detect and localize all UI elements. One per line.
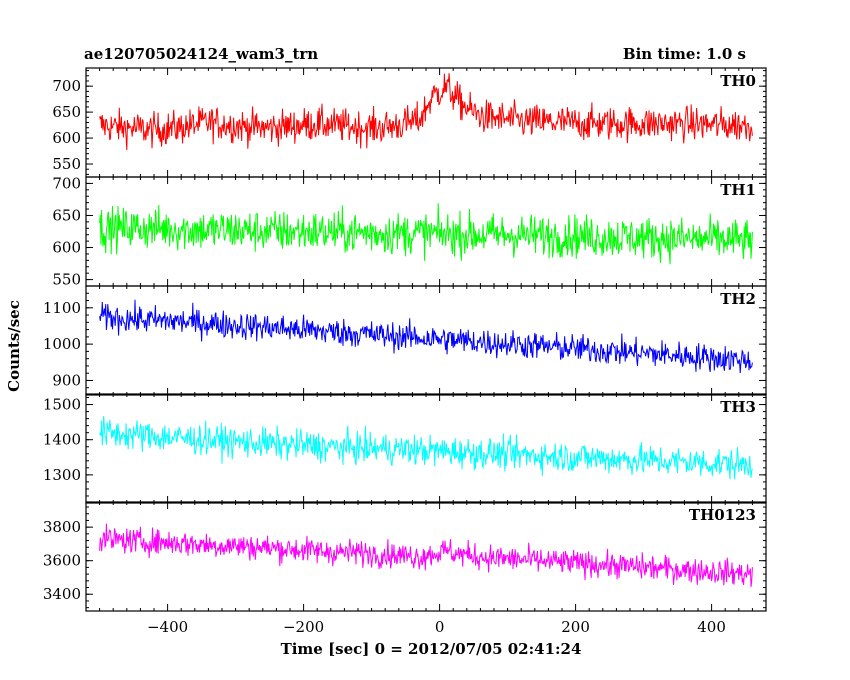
y-tick-label: 3400: [43, 585, 81, 603]
y-tick-label: 650: [52, 103, 81, 121]
x-tick-label: −200: [283, 618, 324, 636]
y-tick-label: 600: [52, 129, 81, 147]
y-tick-label: 550: [52, 155, 81, 173]
panel-frame: [85, 285, 767, 396]
y-tick-label: 650: [52, 206, 81, 224]
panel-label: TH1: [720, 181, 756, 199]
y-axis-title: Counts/sec: [5, 300, 23, 392]
y-tick-label: 1000: [43, 335, 81, 353]
panel-label: TH0: [720, 72, 756, 90]
x-tick-label: −400: [147, 618, 188, 636]
y-tick-label: 550: [52, 271, 81, 289]
series-line-th0: [99, 73, 753, 151]
y-tick-label: 3800: [43, 518, 81, 536]
x-tick-label: 400: [697, 618, 726, 636]
panel-label: TH3: [720, 398, 756, 416]
y-tick-label: 1400: [43, 431, 81, 449]
x-axis-title: Time [sec] 0 = 2012/07/05 02:41:24: [280, 640, 582, 658]
series-line-th1: [99, 203, 753, 265]
x-tick-label: 200: [561, 618, 590, 636]
y-tick-label: 900: [52, 371, 81, 389]
series-line-th3: [99, 415, 753, 480]
y-tick-label: 1500: [43, 396, 81, 414]
chart-title: ae120705024124_wam3_trn: [84, 45, 319, 63]
panel-frame: [85, 393, 767, 504]
y-tick-label: 600: [52, 239, 81, 257]
series-line-th2: [99, 299, 753, 374]
panel-label: TH2: [720, 290, 756, 308]
y-tick-label: 1100: [43, 299, 81, 317]
series-line-th0123: [99, 523, 753, 587]
x-tick-label: 0: [435, 618, 445, 636]
panel-label: TH0123: [689, 506, 756, 524]
y-tick-label: 700: [52, 77, 81, 95]
y-tick-label: 700: [52, 174, 81, 192]
y-tick-label: 3600: [43, 552, 81, 570]
chart-subtitle: Bin time: 1.0 s: [622, 45, 746, 63]
y-tick-label: 1300: [43, 466, 81, 484]
